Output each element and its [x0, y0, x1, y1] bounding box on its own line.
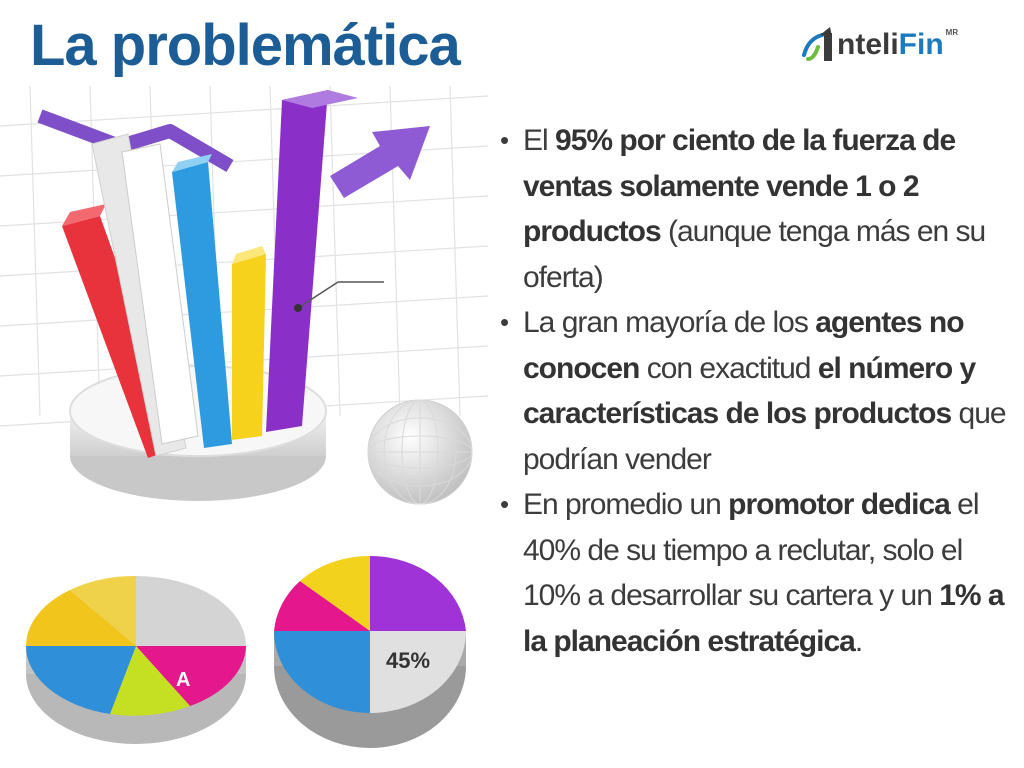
callout-line — [294, 281, 384, 312]
pie-label-45pct: 45% — [386, 648, 430, 673]
logo-text-inteli: nteli — [837, 28, 899, 61]
bullet-text: La gran mayoría de los — [523, 306, 816, 339]
logo-text-fin: Fin — [898, 28, 944, 61]
trend-arrow-head — [330, 126, 430, 198]
bar-yellow — [232, 246, 266, 440]
wire-sphere — [367, 399, 473, 505]
bullet-bold-text: 95% por ciento de la fuerza de ventas so… — [523, 124, 956, 248]
bullet-bold-text: agentes no conocen — [523, 306, 965, 385]
bullet-dot: • — [500, 125, 509, 155]
bullet-item: • En promedio un promotor dedica el 40% … — [496, 482, 1010, 664]
bullet-text: el 40% de su tiempo a reclutar, solo el … — [523, 488, 980, 612]
bullet-item: • El 95% por ciento de la fuerza de vent… — [496, 118, 1010, 300]
bar-white — [121, 143, 199, 445]
trend-arrow-back — [37, 109, 234, 173]
bullet-text: que podrían vender — [523, 397, 1007, 476]
bullet-dot: • — [500, 489, 509, 519]
bullet-bold-text: promotor dedica — [728, 488, 951, 521]
bullet-text: (aunque tenga más en su oferta) — [523, 215, 986, 294]
bullet-text: . — [854, 624, 863, 658]
bar-blue — [172, 154, 232, 448]
bullet-item: • La gran mayoría de los agentes no cono… — [496, 300, 1010, 482]
logo-wordmark: nteliFin — [837, 28, 944, 62]
slide-title: La problemática — [30, 13, 461, 78]
chart-arrow-logo-icon — [802, 27, 832, 61]
bullet-list: • El 95% por ciento de la fuerza de vent… — [496, 118, 1010, 664]
bullet-bold-text: el número y características de los produ… — [523, 351, 976, 431]
pie-label-a: A — [176, 669, 190, 691]
pie-chart-left: A — [26, 576, 246, 744]
bullet-text: El — [523, 124, 556, 157]
logo-registered-mark: MR — [945, 28, 959, 37]
intelifin-logo: nteliFin MR — [800, 24, 958, 66]
pie-chart-right: 45% — [274, 555, 466, 748]
bullet-text: En promedio un — [523, 488, 729, 521]
bullet-bold-text: 1% a la planeación estratégica — [523, 579, 1005, 658]
bar-purple — [266, 90, 358, 432]
chart-illustration: A 45% — [0, 86, 488, 748]
bullet-dot: • — [500, 307, 509, 337]
bullet-text: con exactitud — [639, 351, 818, 385]
